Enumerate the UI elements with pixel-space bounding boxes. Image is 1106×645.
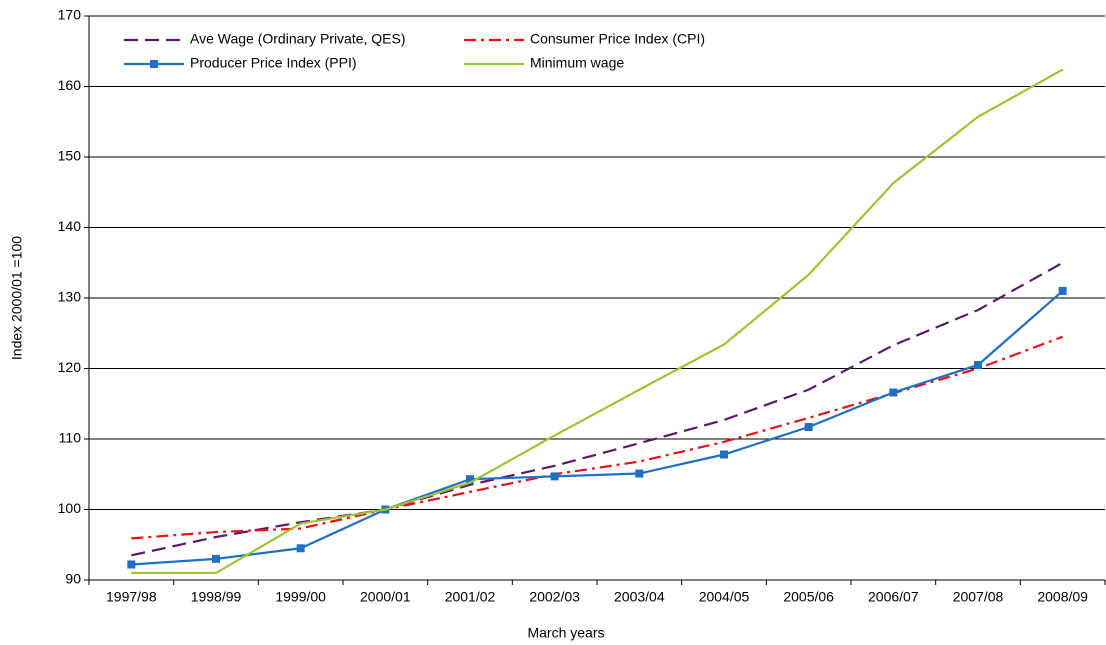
marker <box>127 560 136 569</box>
marker <box>466 475 474 484</box>
legend-marker <box>150 60 158 68</box>
marker <box>804 423 813 432</box>
series-line <box>131 261 1064 557</box>
x-tick-label: 1998/99 <box>191 589 242 605</box>
y-tick-label: 170 <box>58 7 82 23</box>
x-tick-label: 2001/02 <box>445 589 496 605</box>
x-tick-label: 2008/09 <box>1037 589 1088 605</box>
y-tick-label: 90 <box>65 571 81 587</box>
marker <box>720 450 728 459</box>
legend-label: Minimum wage <box>530 55 624 71</box>
marker <box>212 554 220 563</box>
x-tick-label: 2007/08 <box>953 589 1004 605</box>
x-tick-label: 2003/04 <box>614 589 665 605</box>
x-axis-label: March years <box>527 625 604 641</box>
x-tick-label: 2004/05 <box>699 589 750 605</box>
x-tick-label: 1999/00 <box>275 589 326 605</box>
series-line <box>131 68 1064 575</box>
legend-label: Producer Price Index (PPI) <box>190 55 357 71</box>
marker <box>974 360 982 369</box>
y-tick-label: 130 <box>58 289 82 305</box>
marker <box>296 544 305 553</box>
x-tick-label: 2000/01 <box>360 589 411 605</box>
y-tick-label: 110 <box>59 430 82 446</box>
y-tick-label: 100 <box>58 500 82 516</box>
x-tick-label: 2002/03 <box>529 589 580 605</box>
legend-label: Ave Wage (Ordinary Private, QES) <box>190 31 406 47</box>
marker <box>889 388 898 397</box>
marker <box>550 472 559 481</box>
x-tick-label: 2006/07 <box>868 589 919 605</box>
y-tick-label: 160 <box>58 77 82 93</box>
marker <box>1058 286 1067 295</box>
series-line <box>131 290 1064 566</box>
y-axis-label: Index 2000/01 =100 <box>9 236 25 360</box>
legend-label: Consumer Price Index (CPI) <box>530 31 705 47</box>
y-tick-label: 150 <box>58 148 82 164</box>
marker <box>635 469 644 478</box>
y-tick-label: 120 <box>58 359 82 375</box>
x-tick-label: 1997/98 <box>106 589 157 605</box>
x-tick-label: 2005/06 <box>783 589 834 605</box>
series-line <box>131 335 1064 540</box>
y-tick-label: 140 <box>58 218 82 234</box>
